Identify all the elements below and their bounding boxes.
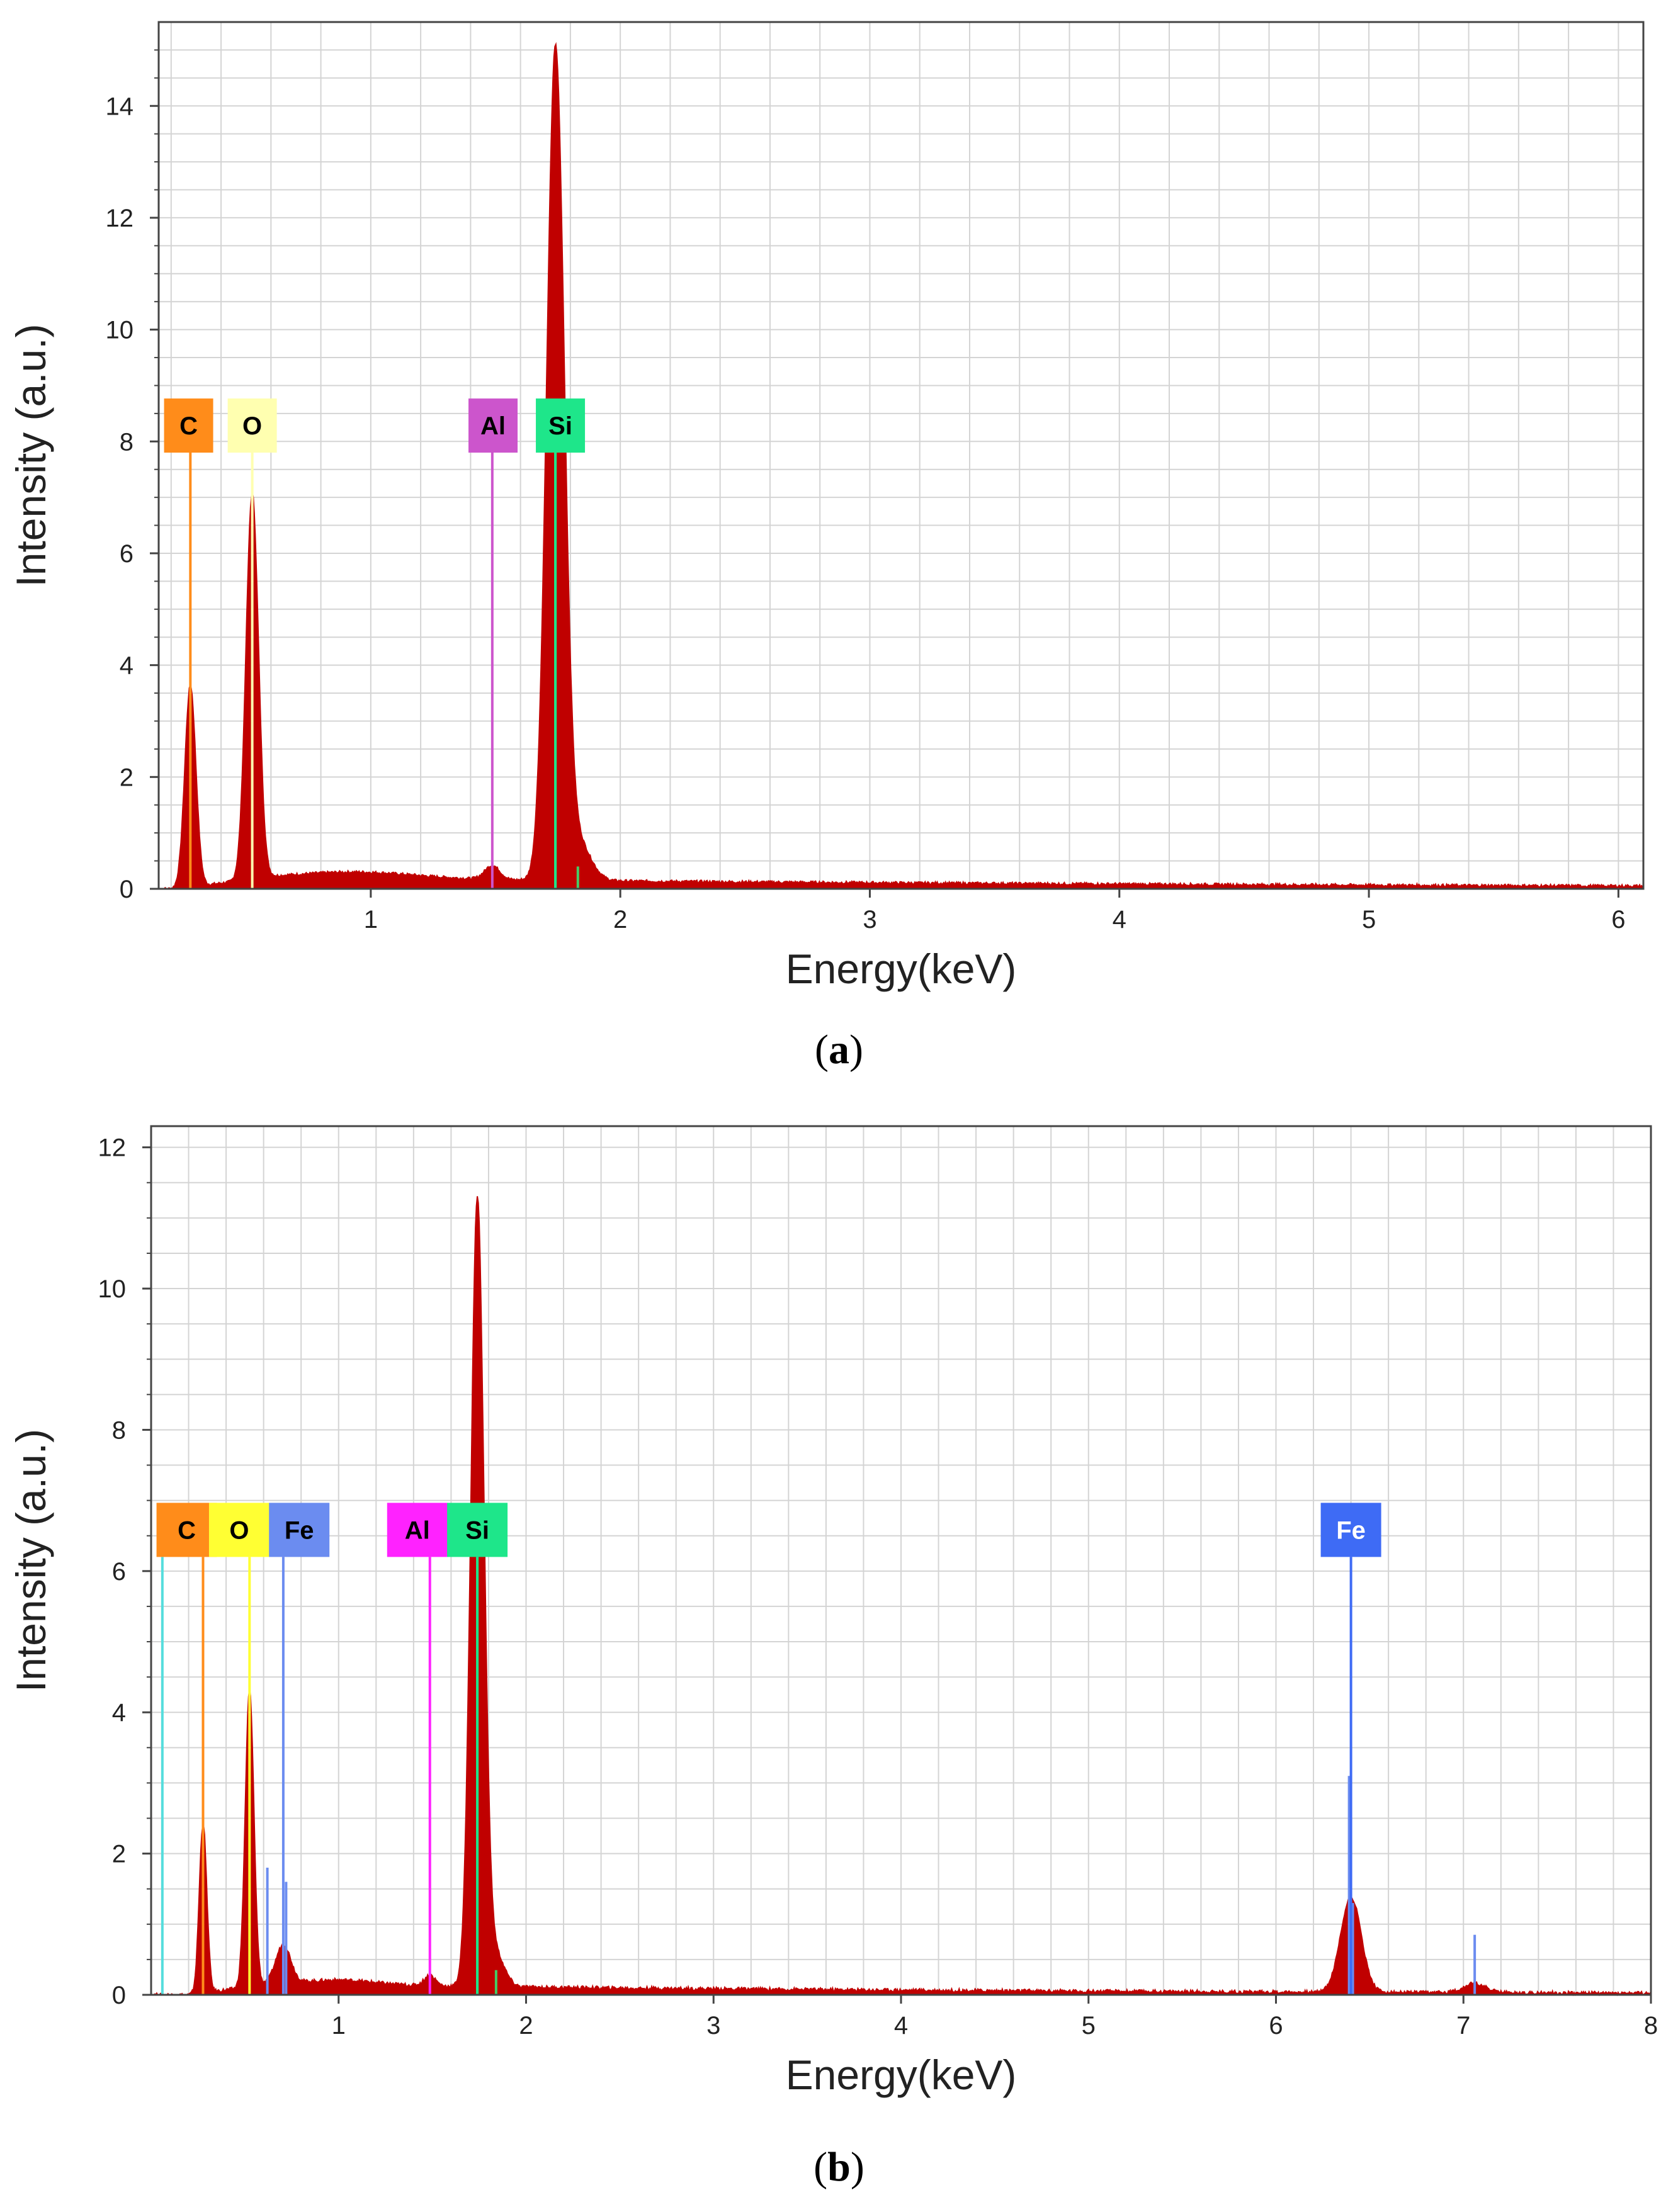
element-marker-box bbox=[387, 1503, 448, 1557]
y-axis-ticks: 0 2 4 6 8 10 12 14 bbox=[106, 49, 159, 903]
x-tick-label: 5 bbox=[1082, 2012, 1096, 2040]
panel-b: C O Fe Al Si Fe 0 2 4 6 8 10 12 1 2 3 4 5 6 7 8 Energy(keV) In… bbox=[0, 1095, 1678, 2212]
x-tick-label: 1 bbox=[364, 906, 378, 934]
y-tick-label: 8 bbox=[120, 428, 133, 456]
element-marker-label: Si bbox=[465, 1516, 489, 1544]
x-tick-label: 2 bbox=[519, 2012, 533, 2040]
element-marker-box bbox=[227, 398, 277, 453]
y-axis-label: Intensity (a.u.) bbox=[8, 1429, 54, 1692]
y-tick-label: 10 bbox=[106, 317, 134, 344]
element-markers: C O Al Si bbox=[164, 398, 586, 889]
element-marker-fe: Fe bbox=[269, 1503, 330, 1995]
x-axis-label: Energy(keV) bbox=[786, 945, 1017, 992]
element-marker-c: C bbox=[156, 1503, 217, 1995]
x-axis-ticks: 1 2 3 4 5 6 7 8 bbox=[332, 1995, 1658, 2040]
y-tick-label: 12 bbox=[106, 205, 134, 232]
element-marker-label: C bbox=[179, 412, 198, 440]
x-tick-label: 4 bbox=[1113, 906, 1126, 934]
element-marker-label: Al bbox=[480, 412, 506, 440]
element-marker-label: Fe bbox=[1336, 1516, 1366, 1544]
panel-caption-a: (a) bbox=[815, 1027, 863, 1073]
y-tick-label: 2 bbox=[120, 764, 133, 791]
y-tick-label: 8 bbox=[112, 1416, 126, 1444]
element-marker-box bbox=[468, 398, 518, 453]
panel-a: C O Al Si 0 2 4 6 8 10 12 14 1 2 3 4 5 6 Energy(keV) Intens… bbox=[0, 0, 1678, 1095]
y-tick-label: 10 bbox=[98, 1275, 127, 1303]
y-axis-ticks: 0 2 4 6 8 10 12 bbox=[98, 1134, 151, 2009]
x-tick-label: 6 bbox=[1611, 906, 1625, 934]
element-marker-label: Al bbox=[405, 1516, 430, 1544]
grid bbox=[159, 22, 1643, 889]
panel-caption-b: (b) bbox=[813, 2144, 865, 2190]
element-marker-label: Si bbox=[548, 412, 572, 440]
element-marker-box bbox=[447, 1503, 508, 1557]
element-marker-c: C bbox=[164, 398, 213, 889]
element-marker-box bbox=[208, 1503, 269, 1557]
y-tick-label: 12 bbox=[98, 1134, 127, 1162]
y-tick-label: 0 bbox=[112, 1982, 126, 2009]
x-tick-label: 3 bbox=[706, 2012, 720, 2040]
y-tick-label: 4 bbox=[120, 652, 133, 680]
element-marker-box bbox=[536, 398, 586, 453]
x-tick-label: 3 bbox=[863, 906, 876, 934]
x-axis-ticks: 1 2 3 4 5 6 bbox=[364, 889, 1625, 934]
element-marker-label: Fe bbox=[285, 1516, 314, 1544]
x-tick-label: 6 bbox=[1269, 2012, 1283, 2040]
element-marker-fe: Fe bbox=[1320, 1503, 1381, 1995]
y-axis-label: Intensity (a.u.) bbox=[8, 324, 54, 587]
x-axis-label: Energy(keV) bbox=[786, 2051, 1017, 2098]
element-marker-o: O bbox=[208, 1503, 269, 1995]
panel-label-b: b bbox=[827, 2144, 851, 2190]
element-marker-box bbox=[164, 398, 213, 453]
x-tick-label: 8 bbox=[1644, 2012, 1658, 2040]
element-marker-label: O bbox=[242, 412, 262, 440]
element-markers: C O Fe Al Si Fe bbox=[156, 1503, 1381, 1995]
element-marker-label: C bbox=[178, 1516, 196, 1544]
y-tick-label: 6 bbox=[112, 1558, 126, 1586]
x-tick-label: 7 bbox=[1456, 2012, 1470, 2040]
element-marker-box bbox=[1320, 1503, 1381, 1557]
element-marker-box bbox=[156, 1503, 217, 1557]
element-marker-al: Al bbox=[468, 398, 518, 889]
element-marker-al: Al bbox=[387, 1503, 448, 1995]
x-tick-label: 1 bbox=[332, 2012, 346, 2040]
element-marker-si: Si bbox=[536, 398, 586, 889]
y-tick-label: 14 bbox=[106, 93, 134, 120]
x-tick-label: 5 bbox=[1362, 906, 1376, 934]
plot-frame bbox=[157, 21, 1645, 890]
spectrum-series bbox=[151, 1196, 1652, 1997]
element-marker-o: O bbox=[227, 398, 277, 889]
x-tick-label: 4 bbox=[894, 2012, 908, 2040]
y-tick-label: 6 bbox=[120, 540, 133, 568]
element-marker-label: O bbox=[229, 1516, 249, 1544]
element-marker-box bbox=[269, 1503, 330, 1557]
element-marker-si: Si bbox=[447, 1503, 508, 1995]
plot-area bbox=[159, 22, 1643, 889]
y-tick-label: 4 bbox=[112, 1699, 126, 1727]
panel-label-a: a bbox=[829, 1027, 849, 1073]
grid bbox=[150, 1126, 1651, 1995]
y-tick-label: 2 bbox=[112, 1841, 126, 1868]
x-tick-label: 2 bbox=[613, 906, 627, 934]
y-tick-label: 0 bbox=[120, 876, 133, 903]
spectrum-series bbox=[158, 42, 1644, 890]
